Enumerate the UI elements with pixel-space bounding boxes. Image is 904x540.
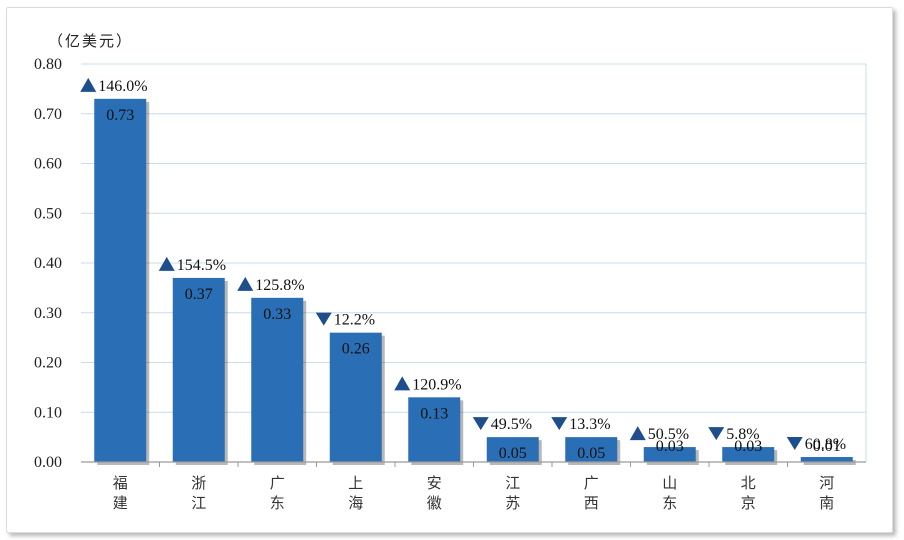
bar-value-label: 0.03: [656, 438, 684, 455]
bar-value-label: 0.13: [420, 405, 448, 422]
change-label: 60.8%: [805, 436, 846, 453]
change-label: 5.8%: [726, 426, 759, 443]
bar-value-label: 0.33: [263, 306, 291, 323]
x-category-label: 北京: [741, 474, 756, 512]
bar: [486, 437, 539, 462]
triangle-down-icon: [472, 417, 489, 431]
x-category-label: 福建: [113, 474, 128, 512]
triangle-up-icon: [237, 276, 254, 291]
bar: [94, 98, 147, 462]
bar-value-label: 0.05: [577, 445, 605, 462]
bar: [251, 297, 304, 462]
change-label: 125.8%: [255, 277, 304, 294]
change-label: 12.2%: [334, 312, 375, 329]
x-category-label: 河南: [819, 474, 834, 512]
change-label: 50.5%: [648, 426, 689, 443]
x-category-label: 浙江: [191, 474, 206, 512]
x-category-label: 广东: [270, 474, 285, 512]
bar-value-label: 0.03: [734, 438, 762, 455]
x-category-label: 江苏: [505, 474, 520, 512]
bar: [408, 397, 461, 462]
change-label: 13.3%: [569, 416, 610, 433]
y-tick-label: 0.60: [34, 156, 62, 173]
bar: [722, 447, 775, 462]
y-tick-label: 0.20: [34, 355, 62, 372]
bar: [172, 277, 225, 462]
triangle-down-icon: [551, 417, 568, 431]
y-tick-label: 0.30: [34, 305, 62, 322]
x-category-label: 山东: [662, 474, 677, 512]
x-category-label: 广西: [584, 474, 599, 512]
bar: [800, 457, 853, 462]
bar: [329, 332, 382, 462]
y-axis-ticks: 0.00 0.10 0.20 0.30 0.40 0.50 0.60 0.70 0.80: [34, 56, 62, 471]
bars: 0.73 146.0% 0.37 154.5% 0.33 125.8% 0.26 12.2% 0…: [80, 77, 856, 465]
triangle-down-icon: [708, 427, 725, 441]
triangle-up-icon: [394, 376, 411, 391]
y-tick-label: 0.00: [34, 454, 62, 471]
gridlines: [81, 63, 867, 462]
x-axis: 福建 浙江 广东 上海 安徽 江苏 广西 山东 北京 河南: [81, 461, 866, 512]
triangle-down-icon: [315, 312, 332, 326]
bar-value-label: 0.37: [185, 286, 213, 303]
y-tick-label: 0.50: [34, 205, 62, 222]
triangle-up-icon: [158, 256, 175, 271]
bar: [643, 447, 696, 462]
y-tick-label: 0.10: [34, 404, 62, 421]
x-category-label: 上海: [348, 474, 363, 512]
bar: [565, 437, 618, 462]
y-tick-label: 0.40: [34, 255, 62, 272]
triangle-up-icon: [80, 77, 97, 92]
triangle-up-icon: [629, 426, 646, 441]
bar-value-label: 0.05: [499, 445, 527, 462]
y-tick-label: 0.80: [34, 56, 62, 73]
unit-label: （亿美元）: [48, 32, 134, 50]
change-label: 146.0%: [98, 78, 147, 95]
bar-value-label: 0.01: [813, 438, 841, 455]
change-label: 120.9%: [412, 376, 461, 393]
bar-value-label: 0.26: [342, 341, 370, 358]
x-category-label: 安徽: [427, 474, 442, 512]
change-label: 49.5%: [491, 416, 532, 433]
triangle-down-icon: [786, 437, 803, 451]
bar-value-label: 0.73: [106, 107, 134, 124]
change-label: 154.5%: [177, 257, 226, 274]
y-tick-label: 0.70: [34, 106, 62, 123]
